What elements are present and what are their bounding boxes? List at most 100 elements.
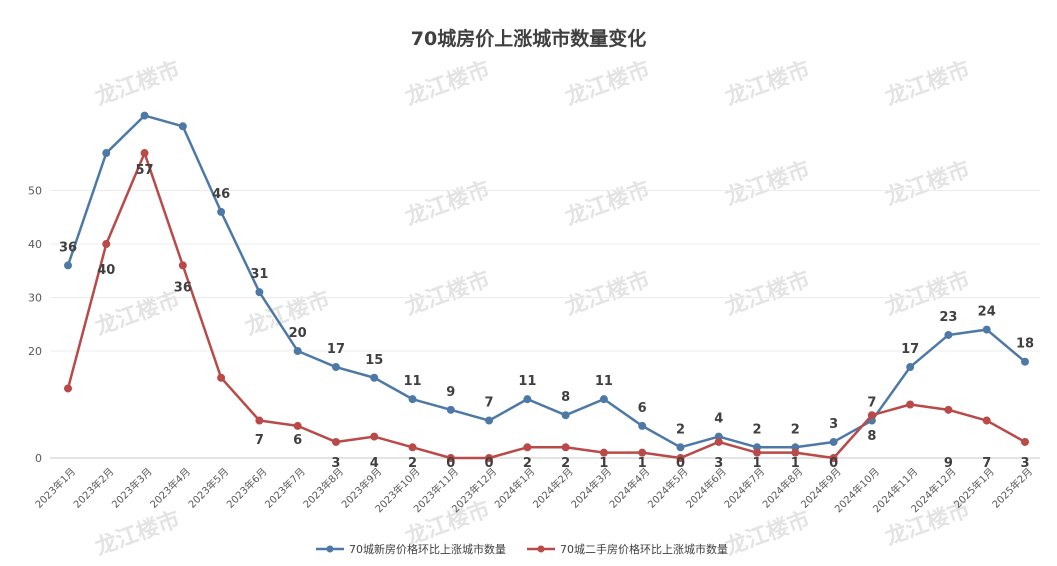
y-tick-label: 30 — [28, 292, 42, 305]
data-label: 1 — [638, 456, 647, 471]
data-point — [293, 347, 302, 355]
data-label: 7 — [982, 456, 991, 471]
watermark-text: 龙江楼市 — [882, 156, 974, 211]
watermark-text: 龙江楼市 — [882, 266, 974, 321]
data-point — [791, 448, 800, 457]
data-point — [982, 416, 991, 425]
data-point — [255, 416, 264, 425]
x-tick-label: 2024年8月 — [760, 465, 806, 511]
data-point — [599, 448, 608, 457]
data-point — [676, 443, 685, 452]
data-label: 3 — [1020, 456, 1029, 471]
data-point — [829, 454, 838, 462]
legend-marker — [537, 545, 545, 553]
data-label: 4 — [370, 456, 379, 471]
x-tick-label: 2024年7月 — [721, 465, 767, 511]
x-tick-label: 2023年5月 — [185, 465, 231, 511]
y-tick-label: 50 — [28, 185, 42, 198]
data-point — [523, 395, 532, 404]
data-point — [64, 384, 72, 393]
data-point — [906, 400, 915, 409]
legend-label: 70城新房价格环比上涨城市数量 — [349, 542, 506, 556]
watermark-text: 龙江楼市 — [722, 266, 814, 321]
data-point — [255, 288, 264, 297]
data-label: 11 — [595, 374, 613, 389]
data-label: 2 — [753, 422, 762, 437]
watermark-text: 龙江楼市 — [562, 176, 654, 231]
data-point — [178, 261, 187, 270]
data-point — [944, 405, 953, 414]
x-tick-label: 2024年1月 — [492, 465, 538, 511]
data-point — [1021, 437, 1029, 446]
x-tick-label: 2024年2月 — [530, 465, 576, 511]
data-label: 1 — [791, 456, 800, 471]
y-tick-label: 40 — [28, 238, 42, 251]
x-tick-label: 2023年8月 — [300, 465, 346, 511]
data-label: 11 — [403, 374, 421, 389]
data-point — [446, 405, 455, 414]
data-point — [523, 443, 532, 452]
data-point — [370, 373, 379, 382]
data-point — [217, 207, 226, 216]
x-tick-label: 2023年1月 — [32, 465, 78, 511]
data-point — [293, 421, 302, 430]
data-point — [638, 448, 647, 457]
data-label: 7 — [867, 396, 876, 411]
watermark-text: 龙江楼市 — [882, 56, 974, 111]
watermark-text: 龙江楼市 — [402, 266, 494, 321]
data-label: 17 — [901, 342, 919, 357]
data-point — [331, 437, 340, 446]
data-point — [906, 363, 915, 372]
x-tick-label: 2023年3月 — [109, 465, 155, 511]
y-tick-label: 20 — [28, 345, 42, 358]
data-label: 0 — [485, 456, 494, 471]
x-tick-label: 2025年1月 — [951, 465, 997, 511]
data-point — [485, 416, 494, 425]
watermark-text: 龙江楼市 — [722, 56, 814, 111]
data-point — [561, 411, 570, 420]
data-label: 1 — [599, 456, 608, 471]
data-label: 2 — [791, 422, 800, 437]
data-label: 6 — [638, 401, 647, 416]
x-tick-label: 2023年2月 — [71, 465, 117, 511]
x-tick-label: 2024年5月 — [645, 465, 691, 511]
data-label: 20 — [289, 326, 307, 341]
data-label: 8 — [561, 390, 570, 405]
data-label: 36 — [174, 280, 192, 295]
data-point — [217, 373, 226, 382]
watermark-text: 龙江楼市 — [562, 266, 654, 321]
x-tick-label: 2023年4月 — [147, 465, 193, 511]
data-label: 36 — [59, 240, 77, 255]
data-label: 6 — [293, 433, 302, 448]
watermark-text: 龙江楼市 — [92, 56, 184, 111]
data-label: 2 — [523, 456, 532, 471]
data-label: 46 — [212, 187, 230, 202]
data-label: 0 — [676, 456, 685, 471]
data-label: 11 — [518, 374, 536, 389]
data-point — [638, 421, 647, 430]
data-label: 3 — [331, 456, 340, 471]
series-line — [66, 151, 1026, 460]
data-label: 15 — [365, 353, 383, 368]
data-point — [408, 395, 417, 404]
data-label: 0 — [829, 456, 838, 471]
data-point — [599, 395, 608, 404]
x-tick-label: 2024年3月 — [568, 465, 614, 511]
watermark-text: 龙江楼市 — [722, 156, 814, 211]
x-tick-label: 2023年6月 — [224, 465, 270, 511]
data-label: 0 — [446, 456, 455, 471]
watermark-text: 龙江楼市 — [92, 286, 184, 341]
y-tick-label: 0 — [35, 452, 42, 465]
data-point — [867, 411, 876, 420]
data-point — [140, 111, 149, 120]
data-point — [64, 261, 72, 270]
data-label: 1 — [753, 456, 762, 471]
data-point — [676, 454, 685, 462]
data-point — [331, 363, 340, 372]
data-point — [714, 437, 723, 446]
x-tick-label: 2025年2月 — [989, 465, 1035, 511]
data-point — [370, 432, 379, 441]
data-point — [408, 443, 417, 452]
data-label: 31 — [250, 267, 268, 282]
